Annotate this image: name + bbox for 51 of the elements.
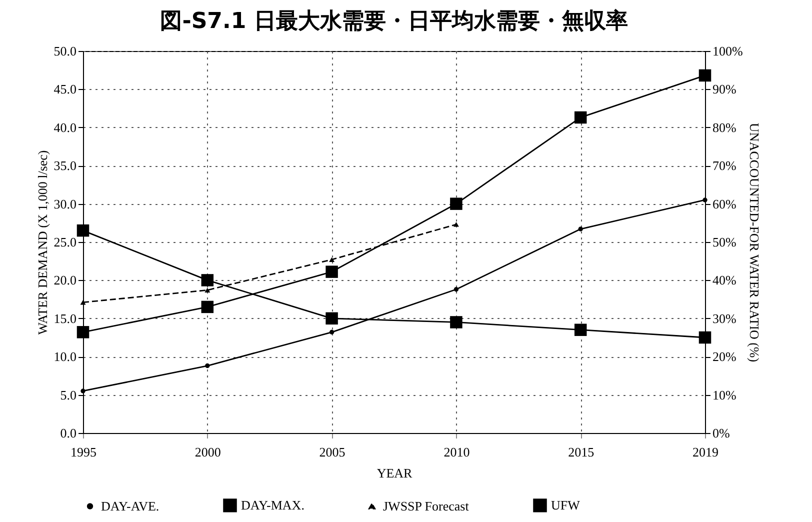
legend-label: UFW (551, 497, 581, 512)
legend-label: DAY-AVE. (101, 498, 160, 514)
point (204, 288, 210, 293)
y2-tick-label: 50% (712, 234, 736, 250)
y2-tick-label: 40% (712, 272, 736, 288)
point (76, 326, 90, 338)
point (201, 300, 214, 314)
x-tick-label: 2010 (444, 444, 470, 460)
y2-tick-label: 10% (712, 387, 736, 402)
point (76, 224, 90, 237)
y-axis-title: WATER DEMAND (X 1,000 l/sec) (34, 150, 50, 335)
y2-tick-label: 20% (712, 349, 736, 364)
x-tick-label: 2000 (194, 444, 221, 460)
legend-label: JWSSP Forecast (383, 498, 470, 514)
point (326, 312, 338, 325)
y-tick-label: 5.0 (60, 387, 76, 402)
y-tick-label: 35.0 (54, 158, 76, 174)
point (574, 111, 587, 124)
y2-tick-label: 30% (712, 310, 736, 326)
point (201, 274, 214, 286)
y-tick-label: 25.0 (54, 234, 76, 250)
y2-tick-label: 60% (712, 196, 736, 212)
y2-tick-label: 0% (712, 426, 730, 440)
x-tick-label: 2015 (568, 444, 594, 460)
y-tick-label: 20.0 (54, 272, 76, 288)
point (450, 316, 462, 328)
point (329, 257, 335, 262)
legend-label: DAY-MAX. (241, 497, 304, 512)
y2-tick-label: 70% (712, 158, 736, 174)
x-axis-title: YEAR (376, 466, 413, 480)
y2-tick-label: 100% (712, 44, 743, 58)
y-tick-label: 10.0 (54, 349, 76, 364)
y-tick-label: 50.0 (54, 44, 76, 58)
chart-title: 図-S7.1 日最大水需要・日平均水需要・無収率 (160, 8, 628, 34)
point (326, 266, 338, 278)
y-tick-label: 40.0 (54, 120, 76, 135)
point (574, 324, 587, 336)
point (453, 222, 459, 227)
x-tick-label: 1995 (70, 444, 96, 460)
y2-axis-title: UNACCOUNTED-FOR WATER RATIO (%) (746, 122, 762, 362)
y2-tick-label: 80% (712, 120, 736, 135)
y-tick-label: 45.0 (54, 82, 76, 97)
point (450, 198, 462, 210)
y-tick-label: 15.0 (54, 310, 76, 326)
x-tick-label: 2005 (319, 444, 346, 460)
y-tick-label: 30.0 (54, 196, 76, 212)
y2-tick-label: 90% (712, 82, 736, 97)
point (698, 331, 712, 344)
point (698, 69, 712, 82)
x-tick-label: 2019 (692, 444, 718, 460)
y-tick-label: 0.0 (60, 426, 76, 440)
